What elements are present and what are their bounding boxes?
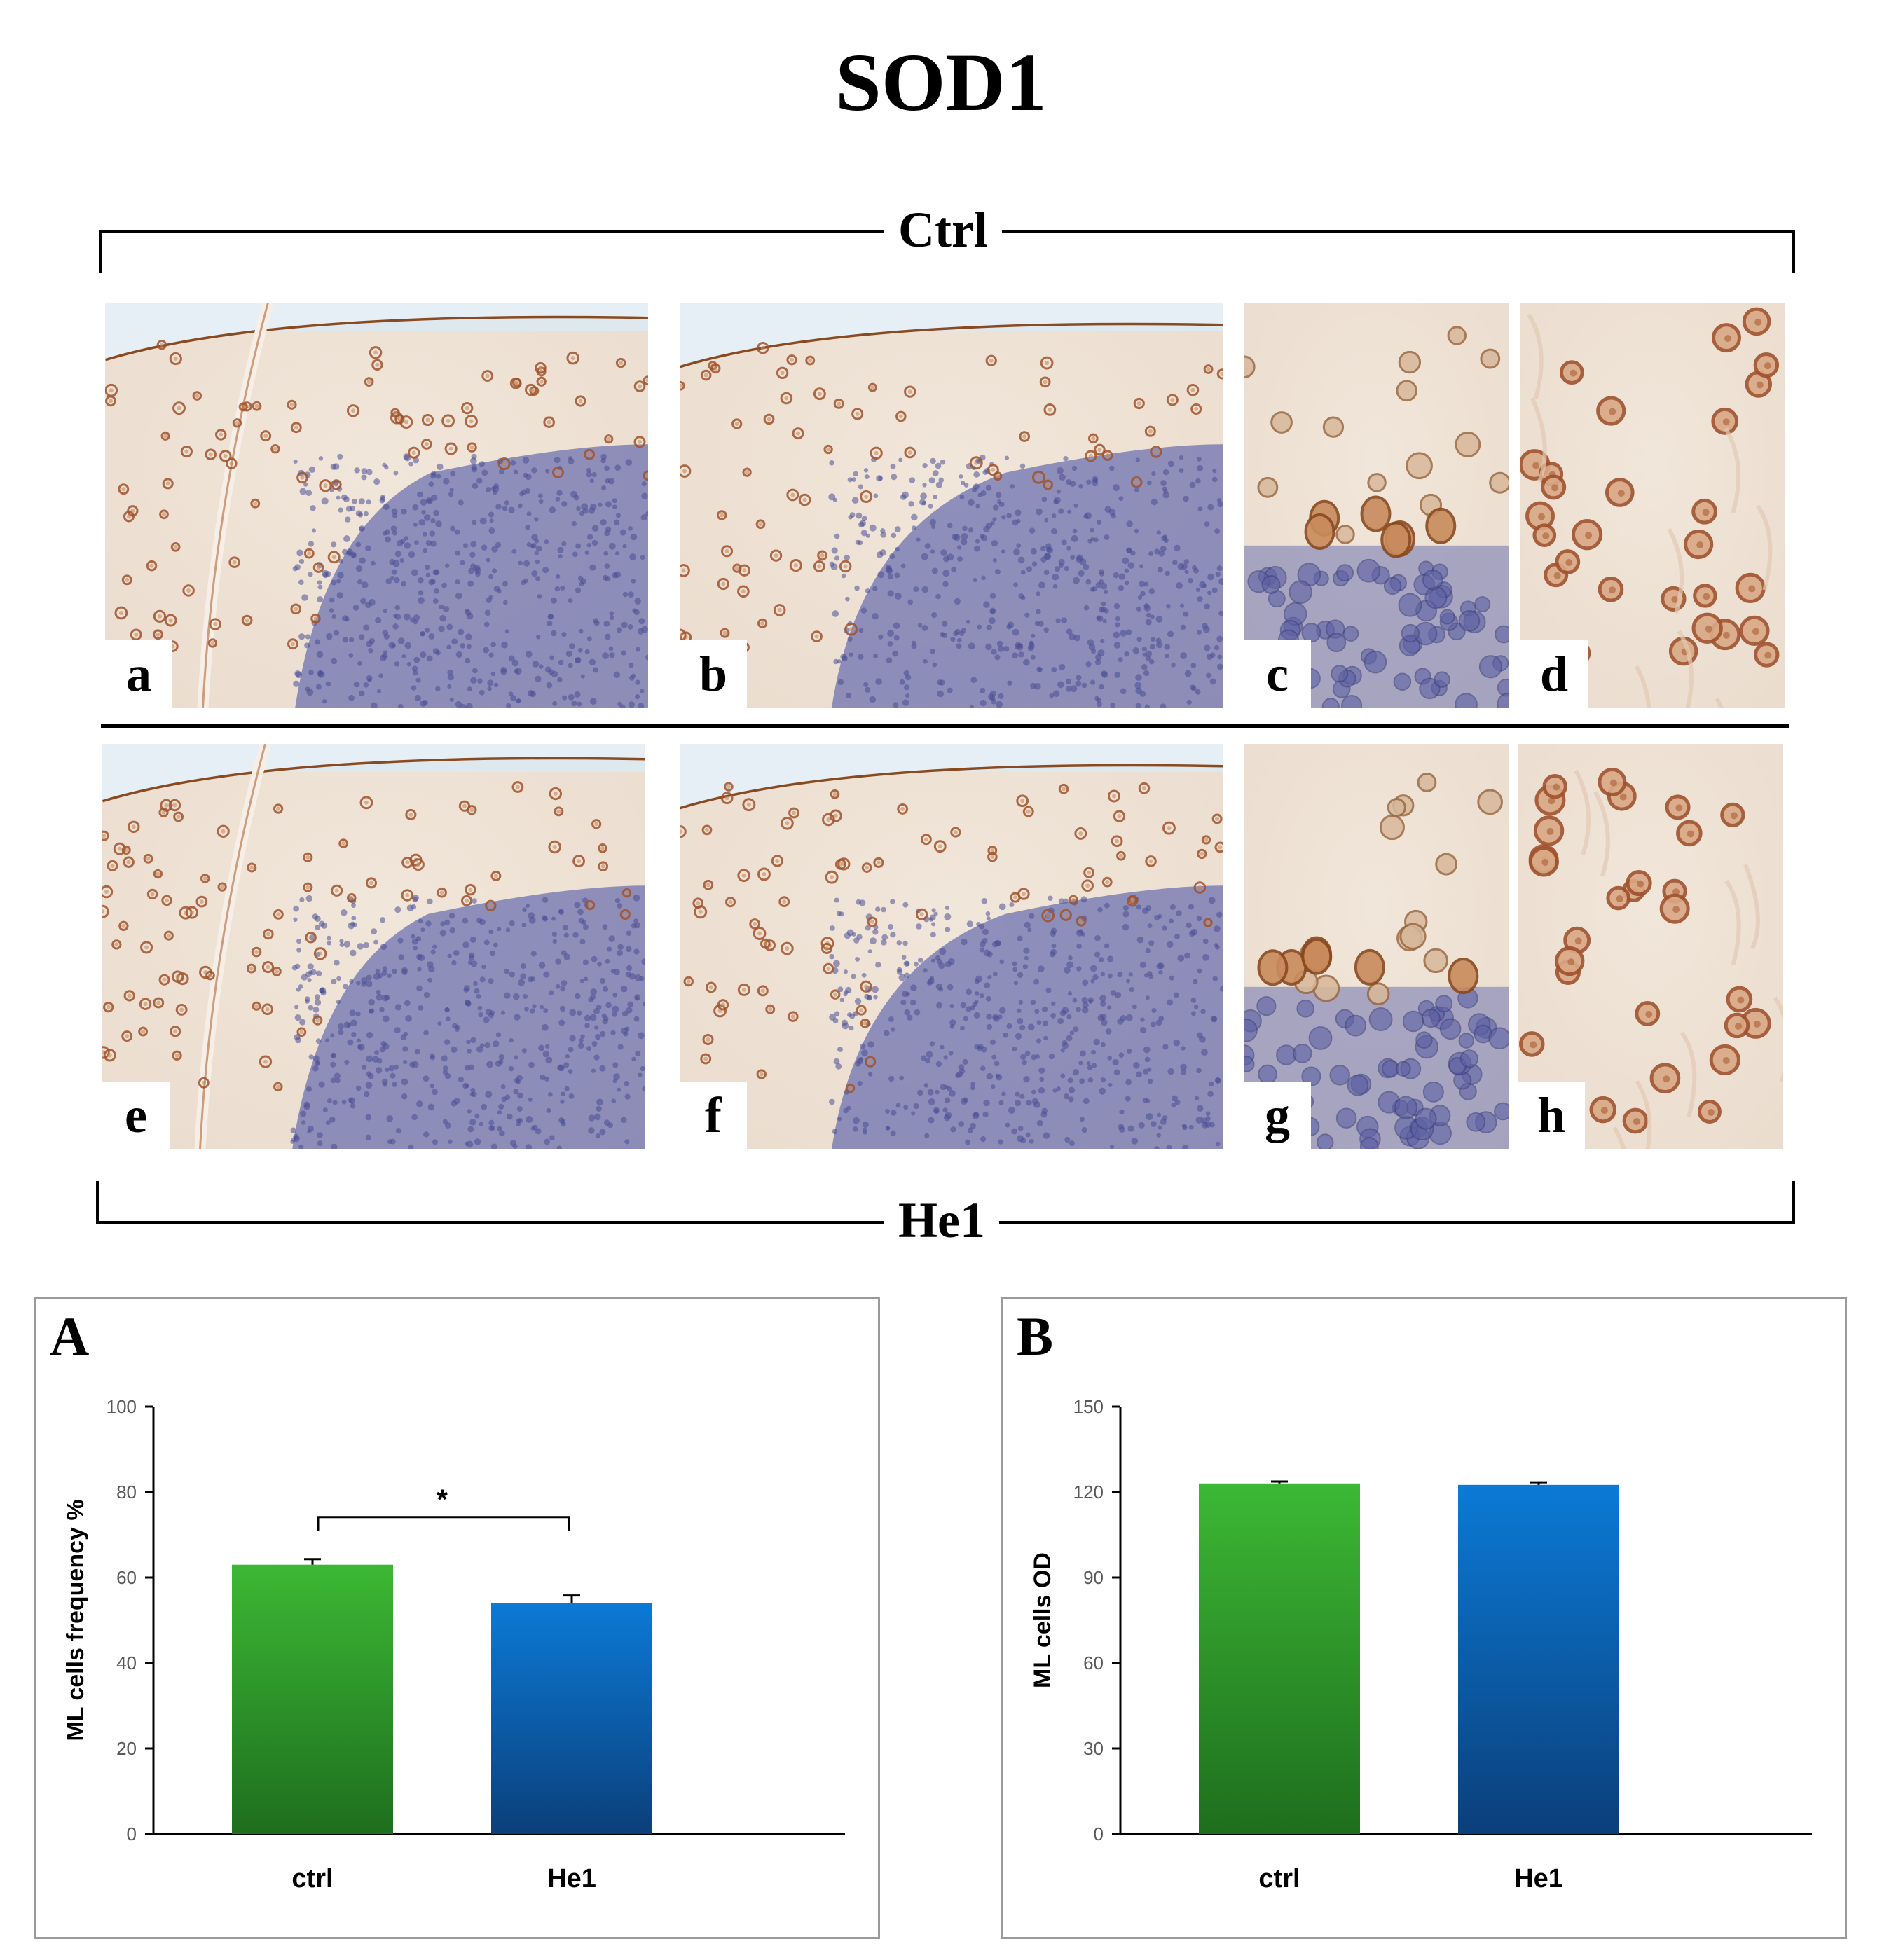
- micrograph-e: e: [102, 744, 645, 1149]
- chart-panel-label-a: A: [50, 1306, 90, 1367]
- y-axis-label: ML cells frequency %: [62, 1499, 89, 1741]
- y-tick-label: 40: [116, 1652, 137, 1673]
- micrograph-h: h: [1518, 744, 1783, 1149]
- error-bar: [1271, 1480, 1288, 1484]
- y-tick-label: 30: [1083, 1738, 1104, 1759]
- panel-letter-c: c: [1244, 640, 1311, 708]
- figure-title: SOD1: [835, 36, 1047, 128]
- panel-letter-d: d: [1520, 640, 1588, 708]
- panel-letter-b: b: [680, 640, 747, 708]
- bar-he1: [491, 1603, 652, 1834]
- bar-ctrl: [232, 1564, 393, 1834]
- x-category-label: He1: [1514, 1864, 1563, 1893]
- panel-letter-g: g: [1244, 1082, 1311, 1149]
- micrograph-image: [1520, 303, 1785, 708]
- micrograph-f: f: [680, 744, 1223, 1149]
- error-bar: [304, 1558, 321, 1565]
- panel-letter-f: f: [680, 1082, 747, 1149]
- x-category-label: He1: [547, 1864, 596, 1893]
- micrograph-c: c: [1244, 303, 1509, 708]
- y-tick-label: 60: [116, 1567, 137, 1588]
- error-bar: [563, 1594, 580, 1603]
- y-tick-label: 90: [1083, 1567, 1104, 1588]
- significance-marker: *: [437, 1484, 448, 1515]
- he1-group-label: He1: [884, 1195, 999, 1245]
- significance-bracket: [317, 1516, 570, 1531]
- y-tick-label: 80: [116, 1482, 137, 1503]
- micrograph-image: [1244, 744, 1509, 1149]
- y-tick-label: 0: [127, 1823, 137, 1844]
- micrograph-b: b: [680, 303, 1223, 708]
- row-divider: [101, 724, 1789, 728]
- y-tick-label: 120: [1073, 1482, 1104, 1503]
- panel-letter-a: a: [105, 640, 172, 708]
- x-category-label: ctrl: [291, 1864, 333, 1893]
- y-tick-label: 150: [1073, 1396, 1104, 1417]
- micrograph-g: g: [1244, 744, 1509, 1149]
- y-tick-label: 20: [116, 1738, 137, 1759]
- bar-chart-a: 0 20 40 60 80 100 ML cells frequency % ctrl He1 *: [62, 1396, 845, 1893]
- y-tick-label: 0: [1094, 1823, 1104, 1844]
- panel-letter-e: e: [102, 1082, 170, 1149]
- micrograph-image: [105, 303, 648, 708]
- y-axis-label: ML cells OD: [1029, 1552, 1056, 1688]
- micrograph-image: [1244, 303, 1509, 708]
- bar-ctrl: [1199, 1483, 1360, 1834]
- panel-letter-h: h: [1518, 1082, 1585, 1149]
- chart-box-a: A 0 20 40 60 80 100 ML cells frequency % ctrl He…: [34, 1297, 880, 1939]
- bar-he1: [1458, 1484, 1619, 1834]
- micrograph-a: a: [105, 303, 648, 708]
- x-category-label: ctrl: [1258, 1864, 1300, 1893]
- micrograph-image: [102, 744, 645, 1149]
- chart-panel-label-b: B: [1017, 1306, 1054, 1367]
- error-bar: [1530, 1481, 1547, 1485]
- ctrl-group-label: Ctrl: [884, 205, 1002, 255]
- chart-box-b: B 0 30 60 90 120 150 ML cells OD ctrl He1: [1001, 1297, 1847, 1939]
- micrograph-image: [680, 744, 1223, 1149]
- micrograph-d: d: [1520, 303, 1785, 708]
- micrograph-image: [680, 303, 1223, 708]
- y-tick-label: 100: [107, 1396, 137, 1417]
- bar-chart-b: 0 30 60 90 120 150 ML cells OD ctrl He1: [1029, 1396, 1812, 1893]
- micrograph-image: [1518, 744, 1783, 1149]
- y-tick-label: 60: [1083, 1652, 1104, 1673]
